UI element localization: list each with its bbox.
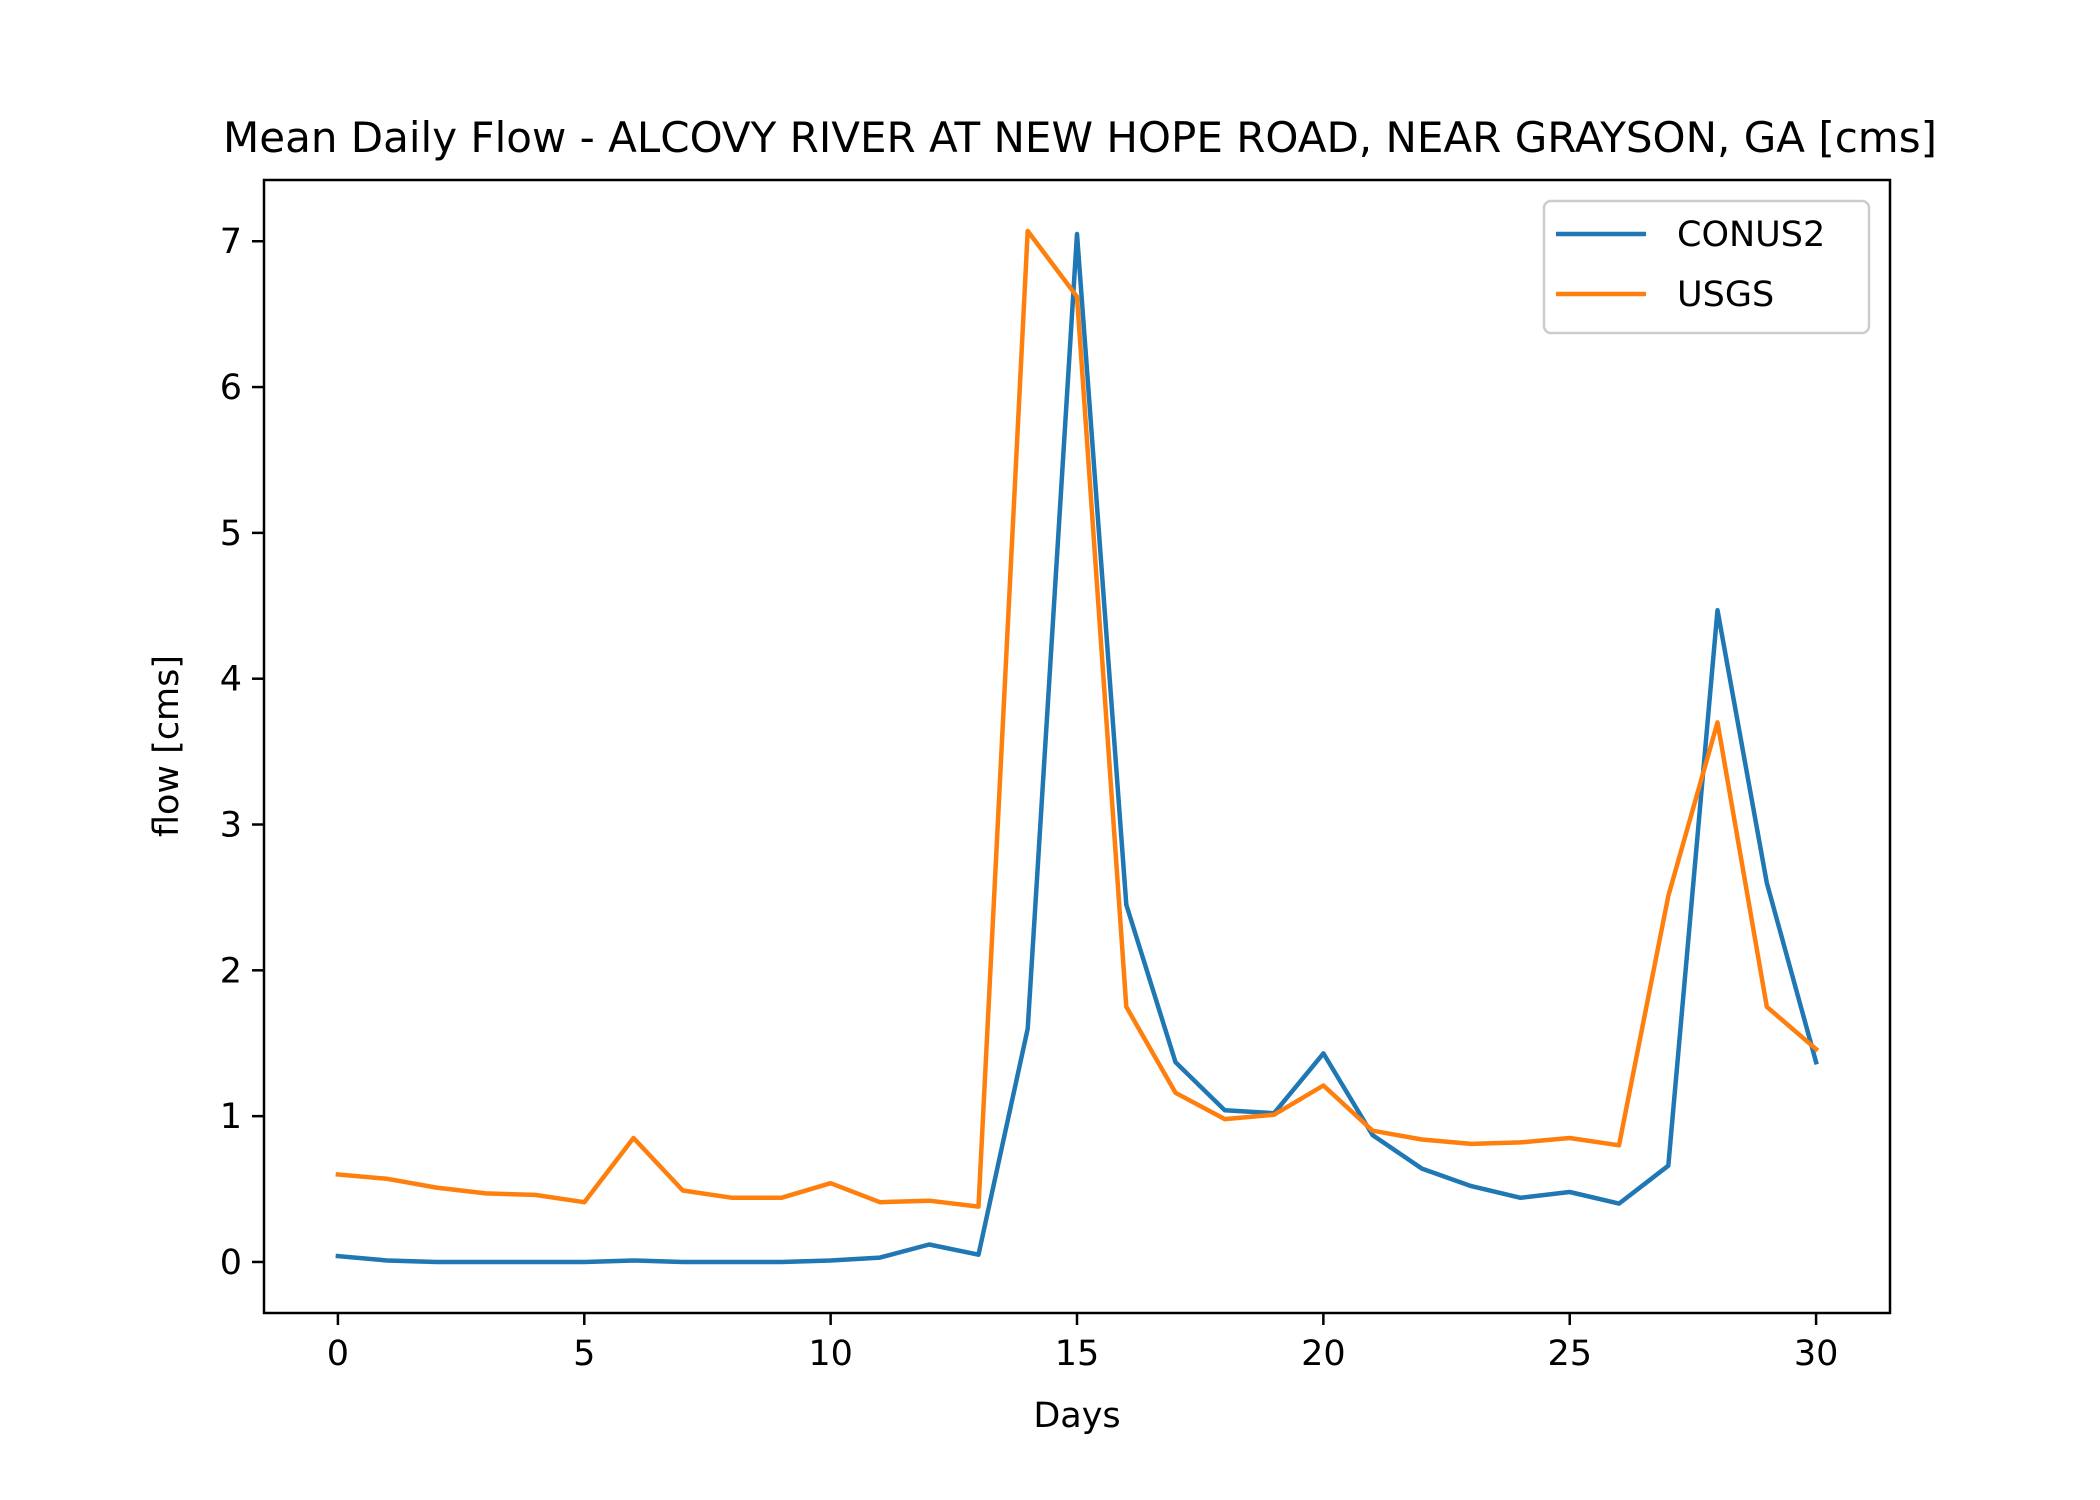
- x-tick-label: 30: [1794, 1334, 1839, 1374]
- y-tick-label: 7: [220, 222, 242, 262]
- y-axis: 0 1 2 3 4 5 6 7: [220, 222, 264, 1283]
- legend: CONUS2 USGS: [1542, 199, 1871, 335]
- x-tick-label: 15: [1055, 1334, 1100, 1374]
- y-tick-label: 2: [220, 951, 242, 991]
- y-tick-label: 4: [220, 660, 242, 700]
- plot-area: [264, 180, 1890, 1313]
- x-tick-label: 25: [1547, 1334, 1592, 1374]
- series-layer: [335, 228, 1820, 1265]
- series-line-usgs: [335, 228, 1820, 1209]
- x-axis-label: Days: [1033, 1396, 1120, 1436]
- x-tick-label: 10: [808, 1334, 853, 1374]
- y-tick-label: 3: [220, 806, 242, 846]
- y-tick-label: 0: [220, 1243, 242, 1283]
- y-axis-label: flow [cms]: [147, 655, 187, 837]
- legend-label-usgs: USGS: [1677, 275, 1774, 315]
- y-tick-label: 1: [220, 1097, 242, 1137]
- legend-label-conus2: CONUS2: [1677, 215, 1825, 255]
- x-axis: 0 5 10 15 20 25 30: [327, 1313, 1839, 1374]
- y-tick-label: 5: [220, 514, 242, 554]
- x-tick-label: 0: [327, 1334, 349, 1374]
- series-line-conus2: [335, 231, 1819, 1265]
- x-tick-label: 20: [1301, 1334, 1346, 1374]
- x-tick-label: 5: [573, 1334, 595, 1374]
- chart-title: Mean Daily Flow - ALCOVY RIVER AT NEW HO…: [223, 113, 1937, 162]
- y-tick-label: 6: [220, 368, 242, 408]
